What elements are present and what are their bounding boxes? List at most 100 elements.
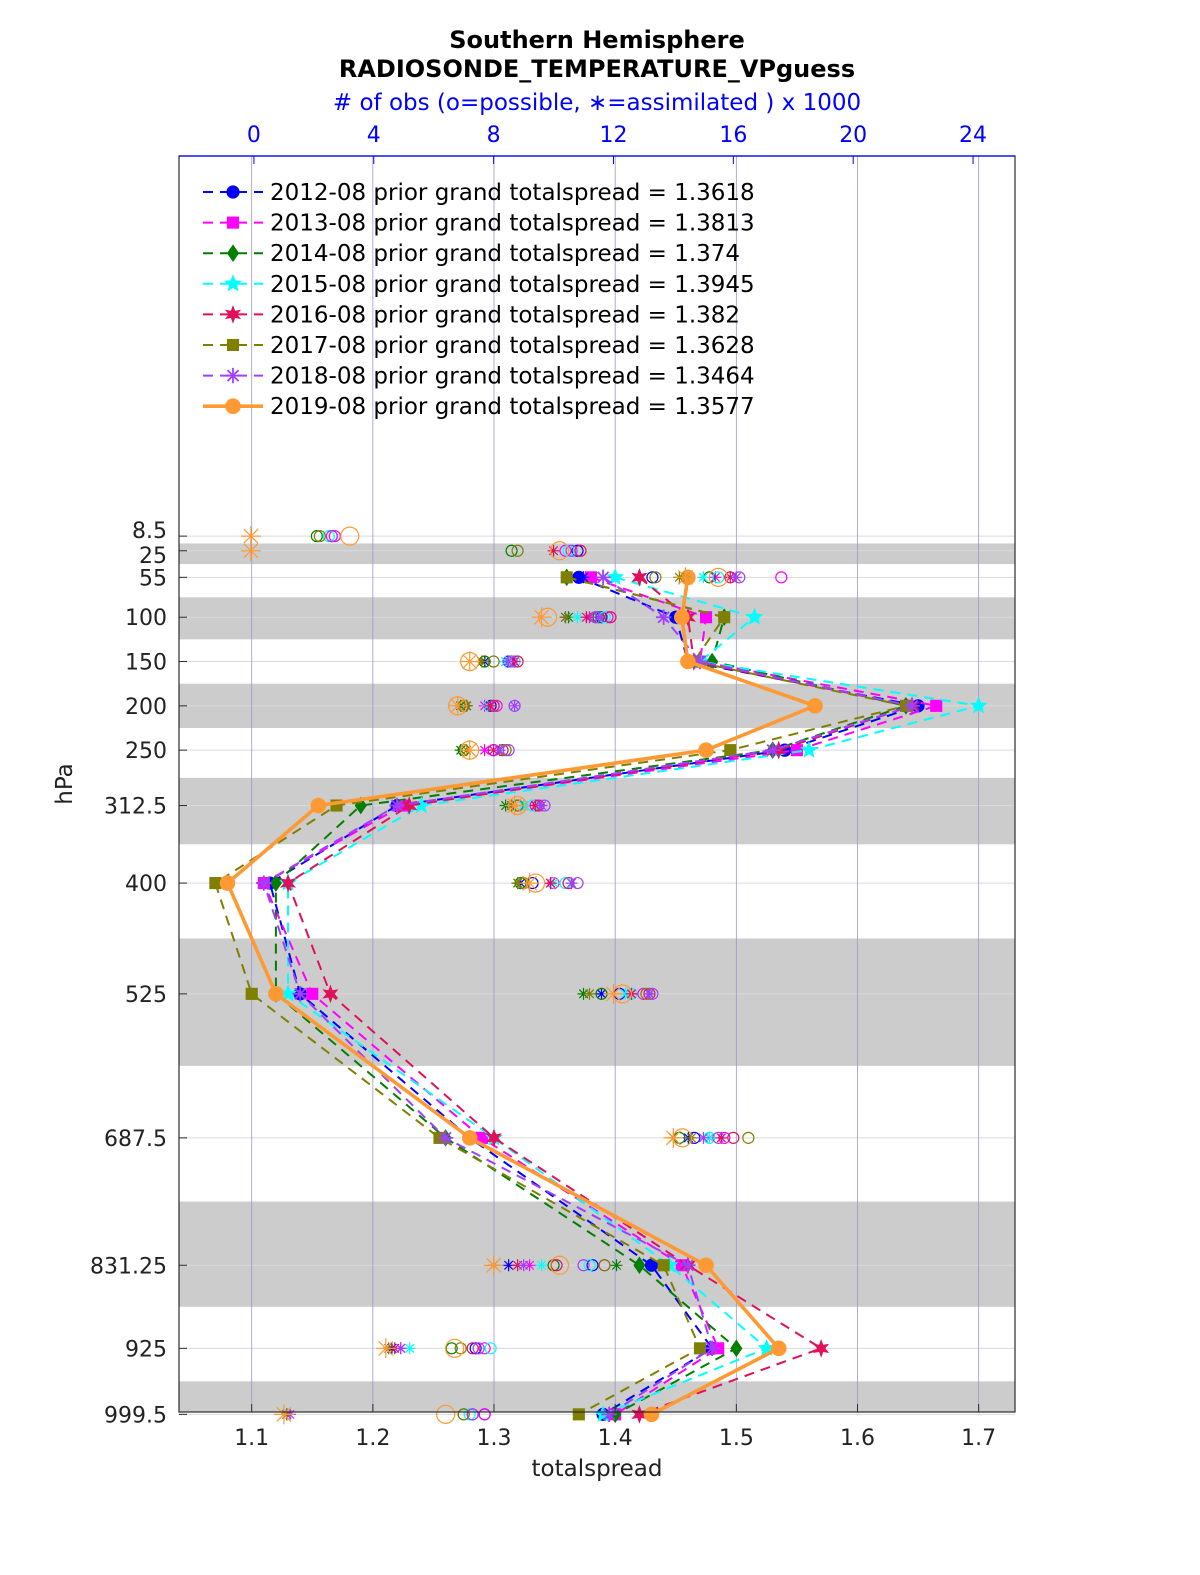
top-axis-label: # of obs (o=possible, ∗=assimilated ) x … bbox=[333, 90, 861, 116]
series-point bbox=[693, 1342, 707, 1355]
obs-2018-08 bbox=[283, 530, 746, 1421]
series-point bbox=[412, 796, 431, 814]
legend-label: 2016-08 prior grand totalspread = 1.382 bbox=[270, 302, 740, 328]
series-line bbox=[274, 576, 910, 1416]
obs-possible-mark bbox=[310, 530, 323, 543]
top-x-tick-label: 0 bbox=[247, 123, 261, 148]
series-point bbox=[268, 986, 284, 1002]
y-tick-label: 687.5 bbox=[104, 1127, 167, 1152]
obs-assimilated-mark bbox=[675, 567, 696, 588]
legend-marker bbox=[224, 274, 242, 292]
obs-assimilated-mark bbox=[484, 699, 497, 712]
legend-marker bbox=[226, 338, 240, 352]
series-point bbox=[279, 873, 297, 893]
chart-subtitle: RADIOSONDE_TEMPERATURE_VPguess bbox=[339, 55, 855, 83]
obs-count-layer bbox=[240, 526, 788, 1425]
x-tick-label: 1.1 bbox=[234, 1426, 269, 1451]
legend-marker bbox=[226, 244, 240, 262]
legend: 2012-08 prior grand totalspread = 1.3618… bbox=[203, 180, 755, 420]
chart-title: Southern Hemisphere bbox=[449, 26, 745, 54]
series-point bbox=[704, 1340, 720, 1357]
series-point bbox=[770, 1340, 787, 1357]
level-band bbox=[179, 543, 1015, 565]
obs-possible-mark bbox=[322, 530, 335, 543]
x-tick-label: 1.4 bbox=[598, 1426, 633, 1451]
series-point bbox=[584, 571, 597, 584]
obs-assimilated-mark bbox=[583, 987, 596, 1000]
legend-label: 2015-08 prior grand totalspread = 1.3945 bbox=[270, 272, 755, 298]
obs-possible-mark bbox=[727, 1131, 740, 1144]
obs-possible-mark bbox=[478, 1342, 491, 1355]
legend-item: 2013-08 prior grand totalspread = 1.3813 bbox=[203, 211, 755, 237]
series-point bbox=[219, 875, 236, 891]
x-tick-label: 1.5 bbox=[719, 1426, 754, 1451]
legend-label: 2013-08 prior grand totalspread = 1.3813 bbox=[270, 211, 755, 237]
obs-possible-mark bbox=[511, 544, 524, 557]
legend-item: 2019-08 prior grand totalspread = 1.3577 bbox=[203, 394, 755, 420]
series-point bbox=[461, 1130, 478, 1146]
obs-possible-mark bbox=[487, 655, 500, 668]
legend-marker bbox=[224, 305, 242, 324]
obs-possible-mark bbox=[559, 544, 572, 557]
series-point bbox=[292, 986, 308, 1002]
series-point bbox=[633, 1256, 646, 1275]
obs-possible-mark bbox=[562, 544, 575, 557]
obs-assimilated-mark bbox=[603, 983, 624, 1004]
obs-possible-mark bbox=[325, 530, 338, 543]
obs-possible-mark bbox=[574, 544, 587, 557]
obs-possible-mark bbox=[505, 544, 518, 557]
obs-assimilated-mark bbox=[592, 611, 605, 624]
obs-possible-mark bbox=[583, 1259, 596, 1272]
obs-assimilated-mark bbox=[508, 699, 521, 712]
obs-possible-mark bbox=[454, 1342, 467, 1355]
obs-assimilated-mark bbox=[403, 1342, 416, 1355]
y-axis-label: hPa bbox=[52, 763, 78, 805]
gridlines bbox=[179, 156, 1015, 1415]
series-line bbox=[286, 576, 916, 1416]
series-line bbox=[214, 576, 907, 1416]
obs-possible-mark bbox=[313, 530, 326, 543]
obs-assimilated-mark bbox=[447, 695, 468, 716]
obs-assimilated-mark bbox=[273, 1404, 294, 1425]
top-x-tick-label: 4 bbox=[367, 123, 381, 148]
y-tick-label: 8.5 bbox=[132, 519, 167, 544]
obs-possible-mark bbox=[549, 541, 570, 561]
obs-possible-mark bbox=[469, 1342, 482, 1355]
series-point bbox=[969, 696, 988, 714]
series-point bbox=[680, 1257, 696, 1273]
series-point bbox=[389, 797, 405, 814]
obs-possible-mark bbox=[549, 1255, 570, 1275]
obs-possible-mark bbox=[457, 1408, 470, 1421]
series-point bbox=[807, 698, 823, 714]
obs-assimilated-mark bbox=[715, 1131, 728, 1144]
obs-possible-mark bbox=[649, 571, 662, 584]
y-tick-label: 200 bbox=[125, 695, 167, 720]
series-point bbox=[698, 742, 714, 758]
legend-marker bbox=[225, 367, 241, 384]
series-2019-08 bbox=[219, 569, 823, 1423]
series-point bbox=[644, 1258, 659, 1272]
obs-assimilated-mark bbox=[730, 571, 743, 584]
obs-possible-mark bbox=[571, 544, 584, 557]
series-point bbox=[572, 1408, 585, 1421]
series-point bbox=[310, 797, 327, 814]
series-point bbox=[706, 652, 719, 671]
series-point bbox=[790, 744, 803, 757]
obs-possible-mark bbox=[604, 611, 617, 624]
y-tick-label: 831.25 bbox=[90, 1254, 167, 1279]
series-2018-08 bbox=[256, 569, 920, 1423]
obs-assimilated-mark bbox=[240, 540, 261, 561]
obs-possible-mark bbox=[340, 526, 360, 546]
obs-assimilated-mark bbox=[517, 1259, 530, 1272]
series-point bbox=[724, 744, 737, 757]
series-point bbox=[813, 1339, 830, 1358]
top-x-tick-label: 20 bbox=[839, 123, 867, 148]
obs-assimilated-mark bbox=[595, 987, 608, 1000]
legend-item: 2018-08 prior grand totalspread = 1.3464 bbox=[203, 364, 755, 390]
legend-label: 2017-08 prior grand totalspread = 1.3628 bbox=[270, 333, 755, 359]
obs-assimilated-mark bbox=[502, 1259, 515, 1272]
obs-assimilated-mark bbox=[580, 611, 593, 624]
obs-assimilated-mark bbox=[535, 799, 548, 812]
series-layer bbox=[209, 568, 988, 1424]
